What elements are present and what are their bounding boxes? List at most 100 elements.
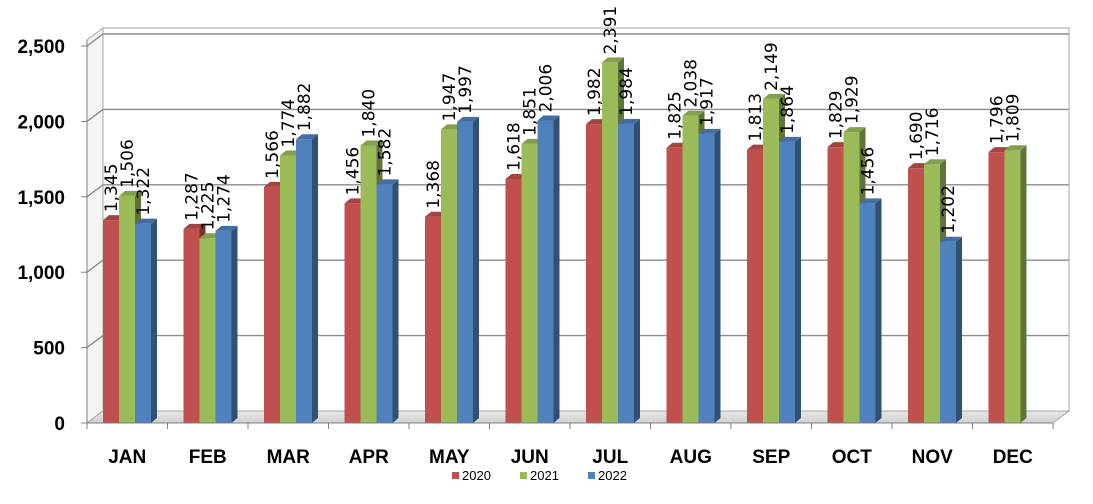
data-label: 1,796 — [988, 95, 1008, 144]
bar-front — [505, 179, 522, 423]
bar-side — [634, 118, 640, 423]
bar-front — [199, 238, 216, 423]
data-label: 1,716 — [923, 108, 943, 157]
bar-front — [457, 121, 473, 423]
data-label: 1,882 — [295, 83, 315, 132]
data-label: 1,618 — [505, 122, 525, 171]
bar-2022-APR — [376, 179, 399, 423]
bar-front — [135, 223, 151, 423]
legend: 2020 2021 2022 — [452, 468, 627, 483]
bar-front — [779, 141, 795, 423]
bar-2022-JUN — [537, 115, 560, 423]
bar-side — [473, 116, 479, 423]
bar-side — [875, 198, 882, 423]
data-label: 1,345 — [102, 164, 122, 213]
bar-top — [215, 225, 238, 231]
bar-2022-JUL — [618, 118, 640, 423]
data-label: 1,947 — [440, 73, 460, 122]
bar-front — [103, 220, 119, 423]
bar-top — [618, 118, 640, 124]
bars — [103, 57, 1027, 424]
x-tick-label: OCT — [832, 447, 873, 468]
bar-top — [537, 115, 560, 121]
bar-top — [843, 127, 866, 133]
bar-front — [602, 62, 618, 424]
legend-swatch — [452, 472, 459, 479]
bar-top — [763, 93, 785, 99]
bar-front — [360, 145, 377, 423]
x-tick-label: NOV — [912, 447, 954, 468]
data-label: 1,274 — [215, 174, 235, 223]
x-tick-label: MAY — [429, 447, 470, 468]
data-label: 1,690 — [907, 111, 927, 160]
bar-2022-FEB — [215, 225, 238, 423]
bar-top — [779, 136, 801, 142]
bar-front — [215, 230, 232, 423]
bar-2021-DEC — [1004, 145, 1027, 423]
bar-2022-OCT — [859, 198, 882, 423]
legend-label: 2020 — [462, 468, 491, 483]
data-label: 1,825 — [666, 91, 686, 140]
bar-side — [1020, 145, 1027, 423]
data-label: 1,456 — [344, 147, 364, 196]
data-label: 2,006 — [537, 64, 557, 113]
bar-front — [521, 143, 538, 423]
data-label: 1,929 — [843, 75, 863, 124]
legend-swatch — [520, 472, 527, 479]
y-tick-label: 500 — [33, 339, 65, 360]
bar-front — [119, 195, 135, 423]
data-label: 1,566 — [263, 130, 283, 179]
bar-side — [553, 115, 560, 423]
x-tick-label: DEC — [993, 447, 1033, 468]
data-label: 1,813 — [746, 93, 766, 142]
data-label: 1,506 — [118, 139, 138, 188]
legend-swatch — [588, 472, 595, 479]
data-label: 1,287 — [183, 172, 203, 221]
bar-top — [360, 140, 383, 146]
bar-front — [763, 98, 779, 424]
bar-front — [280, 155, 296, 423]
data-label: 1,202 — [939, 185, 959, 234]
bar-side — [392, 179, 399, 423]
bar-front — [425, 216, 441, 423]
data-label: 1,368 — [424, 160, 444, 209]
legend-label: 2022 — [598, 468, 627, 483]
bar-2022-MAR — [296, 134, 318, 423]
bar-front — [296, 139, 312, 423]
bar-front — [988, 152, 1005, 423]
bar-top — [602, 57, 624, 63]
data-label: 1,917 — [698, 77, 718, 126]
bar-top — [376, 179, 399, 185]
side-wall — [86, 27, 104, 424]
bar-front — [183, 228, 200, 423]
bar-front — [843, 132, 860, 423]
bar-front — [344, 203, 361, 423]
bar-top — [296, 134, 318, 140]
bar-top — [859, 198, 882, 204]
bar-2022-MAY — [457, 116, 479, 423]
bar-front — [924, 164, 940, 423]
bar-side — [714, 128, 721, 424]
data-label: 1,997 — [456, 65, 476, 114]
y-tick-label: 1,000 — [17, 263, 65, 284]
bar-front — [441, 129, 457, 423]
bar-front — [827, 147, 844, 423]
bar-top — [1004, 145, 1027, 151]
bar-front — [618, 123, 634, 423]
bar-top — [183, 223, 206, 229]
x-tick-label: SEP — [752, 447, 790, 468]
data-label: 1,982 — [585, 67, 605, 116]
bar-top — [457, 116, 479, 122]
data-label: 2,391 — [601, 6, 621, 55]
x-tick-label: JUL — [592, 447, 628, 468]
x-tick-label: JUN — [511, 447, 549, 468]
bar-front — [537, 120, 554, 423]
data-label: 1,582 — [376, 128, 396, 177]
bar-front — [376, 184, 393, 423]
data-label: 1,864 — [778, 85, 798, 134]
bar-side — [151, 218, 157, 423]
x-tick-label: JAN — [108, 447, 146, 468]
x-tick-label: FEB — [189, 447, 227, 468]
